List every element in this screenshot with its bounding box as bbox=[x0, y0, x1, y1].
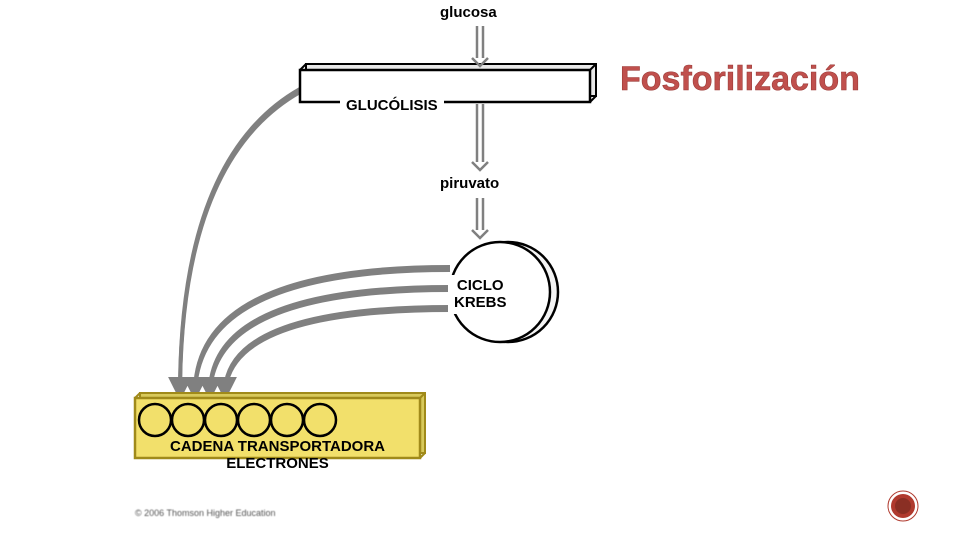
label-glucolisis: GLUCÓLISIS bbox=[340, 95, 444, 116]
title-svg: Fosforilización bbox=[620, 54, 940, 104]
svg-text:Fosforilización: Fosforilización bbox=[620, 60, 860, 98]
label-glucosa: glucosa bbox=[440, 4, 497, 21]
bullet-icon bbox=[885, 488, 921, 524]
label-krebs: KREBS bbox=[454, 294, 507, 311]
label-cadena-1: CADENA TRANSPORTADORA bbox=[170, 438, 385, 455]
label-ciclo-krebs: CICLO KREBS bbox=[448, 275, 513, 314]
title-fosforilizacion: Fosforilización bbox=[620, 54, 940, 109]
label-cadena-2: ELECTRONES bbox=[226, 455, 329, 472]
label-ciclo: CICLO bbox=[457, 277, 504, 294]
label-cadena: CADENA TRANSPORTADORA ELECTRONES bbox=[135, 438, 420, 473]
label-piruvato: piruvato bbox=[440, 175, 499, 192]
copyright: © 2006 Thomson Higher Education bbox=[135, 508, 276, 518]
